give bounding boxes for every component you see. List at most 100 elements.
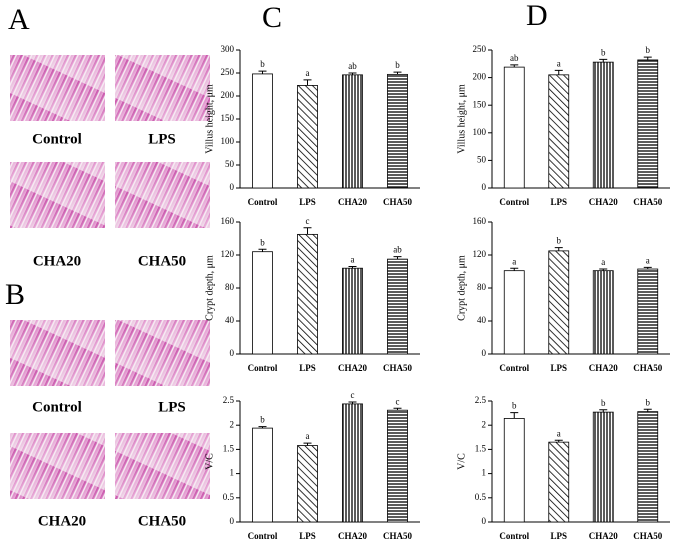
error-bar	[348, 72, 357, 75]
image	[115, 320, 210, 386]
y-tick-label: 200	[221, 90, 235, 100]
y-tick-label: 0	[230, 516, 235, 526]
image	[115, 162, 210, 228]
significance-letter: b	[260, 59, 265, 69]
bar	[297, 445, 318, 523]
x-tick-label: CHA20	[338, 363, 367, 373]
bar	[297, 85, 318, 189]
y-tick-label: 50	[477, 154, 487, 164]
y-tick-label: 2	[230, 419, 235, 429]
image	[115, 433, 210, 499]
error-bar	[258, 426, 267, 429]
bar	[592, 61, 614, 189]
bar	[548, 441, 570, 523]
x-tick-label: CHA50	[633, 531, 662, 541]
error-bar	[303, 79, 312, 86]
y-tick-label: 300	[221, 44, 235, 54]
image-caption: LPS	[148, 131, 176, 147]
error-bar	[554, 69, 563, 75]
y-axis-label: Crypt depth, μm	[456, 255, 467, 321]
x-tick-label: LPS	[299, 363, 316, 373]
x-tick-label: Control	[248, 531, 278, 541]
y-tick-label: 0	[482, 182, 487, 192]
x-tick-label: LPS	[550, 531, 567, 541]
y-tick-label: 100	[473, 127, 487, 137]
error-bar	[393, 256, 402, 260]
image-caption: CHA20	[38, 513, 86, 529]
y-axis-label: V/C	[204, 453, 215, 470]
significance-letter: b	[646, 397, 651, 407]
y-tick-label: 120	[221, 249, 235, 259]
x-tick-label: Control	[248, 363, 278, 373]
histology-images	[10, 55, 210, 499]
significance-letter: a	[306, 68, 310, 78]
error-bar	[303, 442, 312, 446]
significance-letter: a	[512, 256, 516, 266]
y-tick-label: 0	[482, 348, 487, 358]
error-bar	[258, 248, 267, 252]
bar	[503, 270, 525, 355]
image	[10, 320, 105, 386]
significance-letter: b	[646, 45, 651, 55]
bar	[342, 74, 363, 189]
error-bar	[599, 58, 608, 63]
error-bar	[599, 268, 608, 271]
y-tick-label: 0	[230, 182, 235, 192]
y-tick-label: 2	[482, 419, 487, 429]
y-tick-label: 150	[473, 99, 487, 109]
significance-letter: ab	[510, 53, 519, 63]
bar	[297, 233, 318, 355]
error-bar	[599, 409, 608, 413]
image	[10, 433, 105, 499]
significance-letter: a	[306, 431, 310, 441]
y-axis-label: Crypt depth, μm	[204, 255, 215, 321]
significance-letter: a	[557, 428, 561, 438]
x-tick-label: CHA20	[338, 197, 367, 207]
bar	[503, 418, 525, 523]
x-tick-label: Control	[499, 197, 529, 207]
y-tick-label: 250	[221, 67, 235, 77]
y-tick-label: 120	[473, 249, 487, 259]
x-tick-label: LPS	[550, 363, 567, 373]
error-bar	[554, 247, 563, 251]
panel-label: D	[526, 0, 548, 32]
significance-letter: c	[396, 396, 400, 406]
bar	[503, 66, 525, 189]
significance-letter: a	[646, 255, 650, 265]
bar	[387, 409, 408, 523]
x-tick-label: LPS	[550, 197, 567, 207]
y-tick-label: 160	[473, 216, 487, 226]
error-bar	[643, 56, 652, 60]
y-tick-label: 200	[473, 72, 487, 82]
x-tick-label: CHA20	[338, 531, 367, 541]
image	[10, 55, 105, 121]
significance-letter: a	[557, 58, 561, 68]
error-bar	[643, 266, 652, 270]
panel-label: C	[262, 1, 282, 34]
bar	[387, 73, 408, 189]
bar	[592, 270, 614, 355]
y-tick-label: 150	[221, 113, 235, 123]
y-tick-label: 0	[482, 516, 487, 526]
image-caption: CHA50	[138, 513, 186, 529]
error-bar	[510, 412, 519, 419]
y-tick-label: 0	[230, 348, 235, 358]
y-axis-label: V/C	[456, 453, 467, 470]
x-tick-label: CHA20	[589, 363, 618, 373]
bar	[548, 250, 570, 355]
x-tick-label: CHA50	[383, 197, 412, 207]
image-caption: Control	[32, 131, 82, 147]
y-tick-label: 40	[477, 315, 487, 325]
error-bar	[643, 408, 652, 412]
image-caption: CHA20	[33, 253, 81, 269]
panel-label: B	[5, 278, 25, 311]
error-bar	[303, 227, 312, 235]
bar	[637, 59, 659, 189]
y-tick-label: 100	[221, 136, 235, 146]
significance-letter: c	[351, 390, 355, 400]
bar	[342, 403, 363, 523]
x-tick-label: Control	[248, 197, 278, 207]
y-tick-label: 160	[221, 216, 235, 226]
error-bar	[348, 266, 357, 269]
